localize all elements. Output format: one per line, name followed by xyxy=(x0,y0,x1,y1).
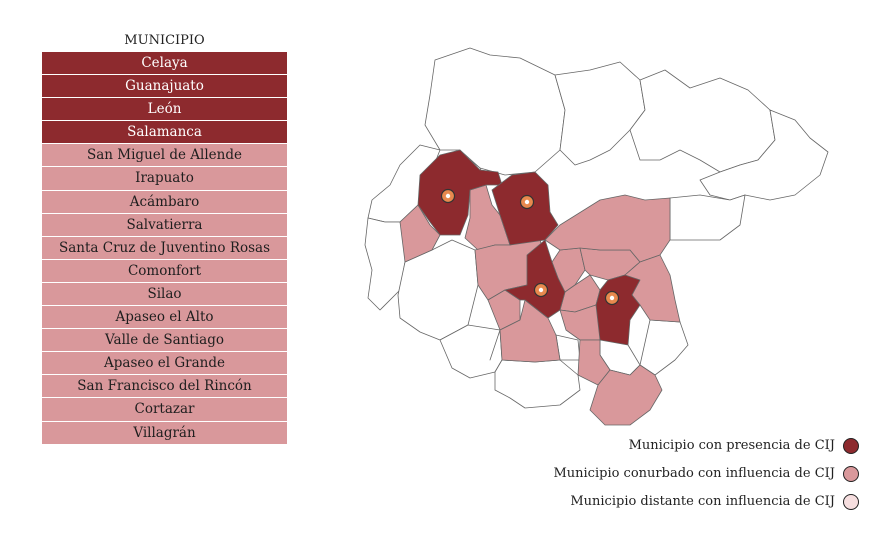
table-row: Villagrán xyxy=(42,421,287,445)
map-region xyxy=(669,194,746,241)
cij-marker-icon xyxy=(440,188,456,204)
cij-marker-icon xyxy=(604,290,620,306)
table-row: Guanajuato xyxy=(42,75,287,99)
table-row: Acámbaro xyxy=(42,190,287,214)
map-region xyxy=(639,319,689,376)
table-row: Apaseo el Alto xyxy=(42,306,287,330)
map-region xyxy=(629,69,776,173)
legend-item-distante: Municipio distante con influencia de CIJ xyxy=(520,488,865,516)
municipio-table: MUNICIPIO Celaya Guanajuato León Salaman… xyxy=(42,30,287,445)
table-row: Salamanca xyxy=(42,121,287,145)
cij-marker-icon xyxy=(519,194,535,210)
table-row: Valle de Santiago xyxy=(42,329,287,353)
map-region xyxy=(399,204,441,263)
legend-item-conurbado: Municipio conurbado con influencia de CI… xyxy=(520,460,865,488)
legend-swatch-presence xyxy=(843,438,859,454)
table-row: San Francisco del Rincón xyxy=(42,375,287,399)
legend-label: Municipio conurbado con influencia de CI… xyxy=(553,466,835,481)
map-region xyxy=(504,239,566,319)
table-row: Silao xyxy=(42,282,287,307)
map-region xyxy=(494,359,581,409)
table-row: Cortazar xyxy=(42,398,287,422)
legend-swatch-conurbado xyxy=(843,466,859,482)
map-region xyxy=(589,364,663,426)
table-row: Comonfort xyxy=(42,259,287,283)
map-legend: Municipio con presencia de CIJ Municipio… xyxy=(520,432,865,516)
table-row: Celaya xyxy=(42,52,287,76)
table-row: San Miguel de Allende xyxy=(42,144,287,168)
map-region xyxy=(544,194,671,263)
legend-item-presence: Municipio con presencia de CIJ xyxy=(520,432,865,460)
table-row: Apaseo el Grande xyxy=(42,352,287,376)
cij-marker-icon xyxy=(533,282,549,298)
table-body: Celaya Guanajuato León Salamanca San Mig… xyxy=(42,52,287,445)
map-region xyxy=(554,61,646,166)
table-row: León xyxy=(42,98,287,122)
table-header: MUNICIPIO xyxy=(124,33,205,48)
table-row: Salvatierra xyxy=(42,213,287,237)
table-row: Irapuato xyxy=(42,167,287,191)
map-region xyxy=(499,299,561,363)
guanajuato-map xyxy=(364,47,829,426)
legend-swatch-distante xyxy=(843,494,859,510)
legend-label: Municipio distante con influencia de CIJ xyxy=(570,494,835,509)
map-region xyxy=(595,274,641,346)
table-row: Santa Cruz de Juventino Rosas xyxy=(42,236,287,260)
legend-label: Municipio con presencia de CIJ xyxy=(628,438,835,453)
map-region xyxy=(417,149,503,236)
